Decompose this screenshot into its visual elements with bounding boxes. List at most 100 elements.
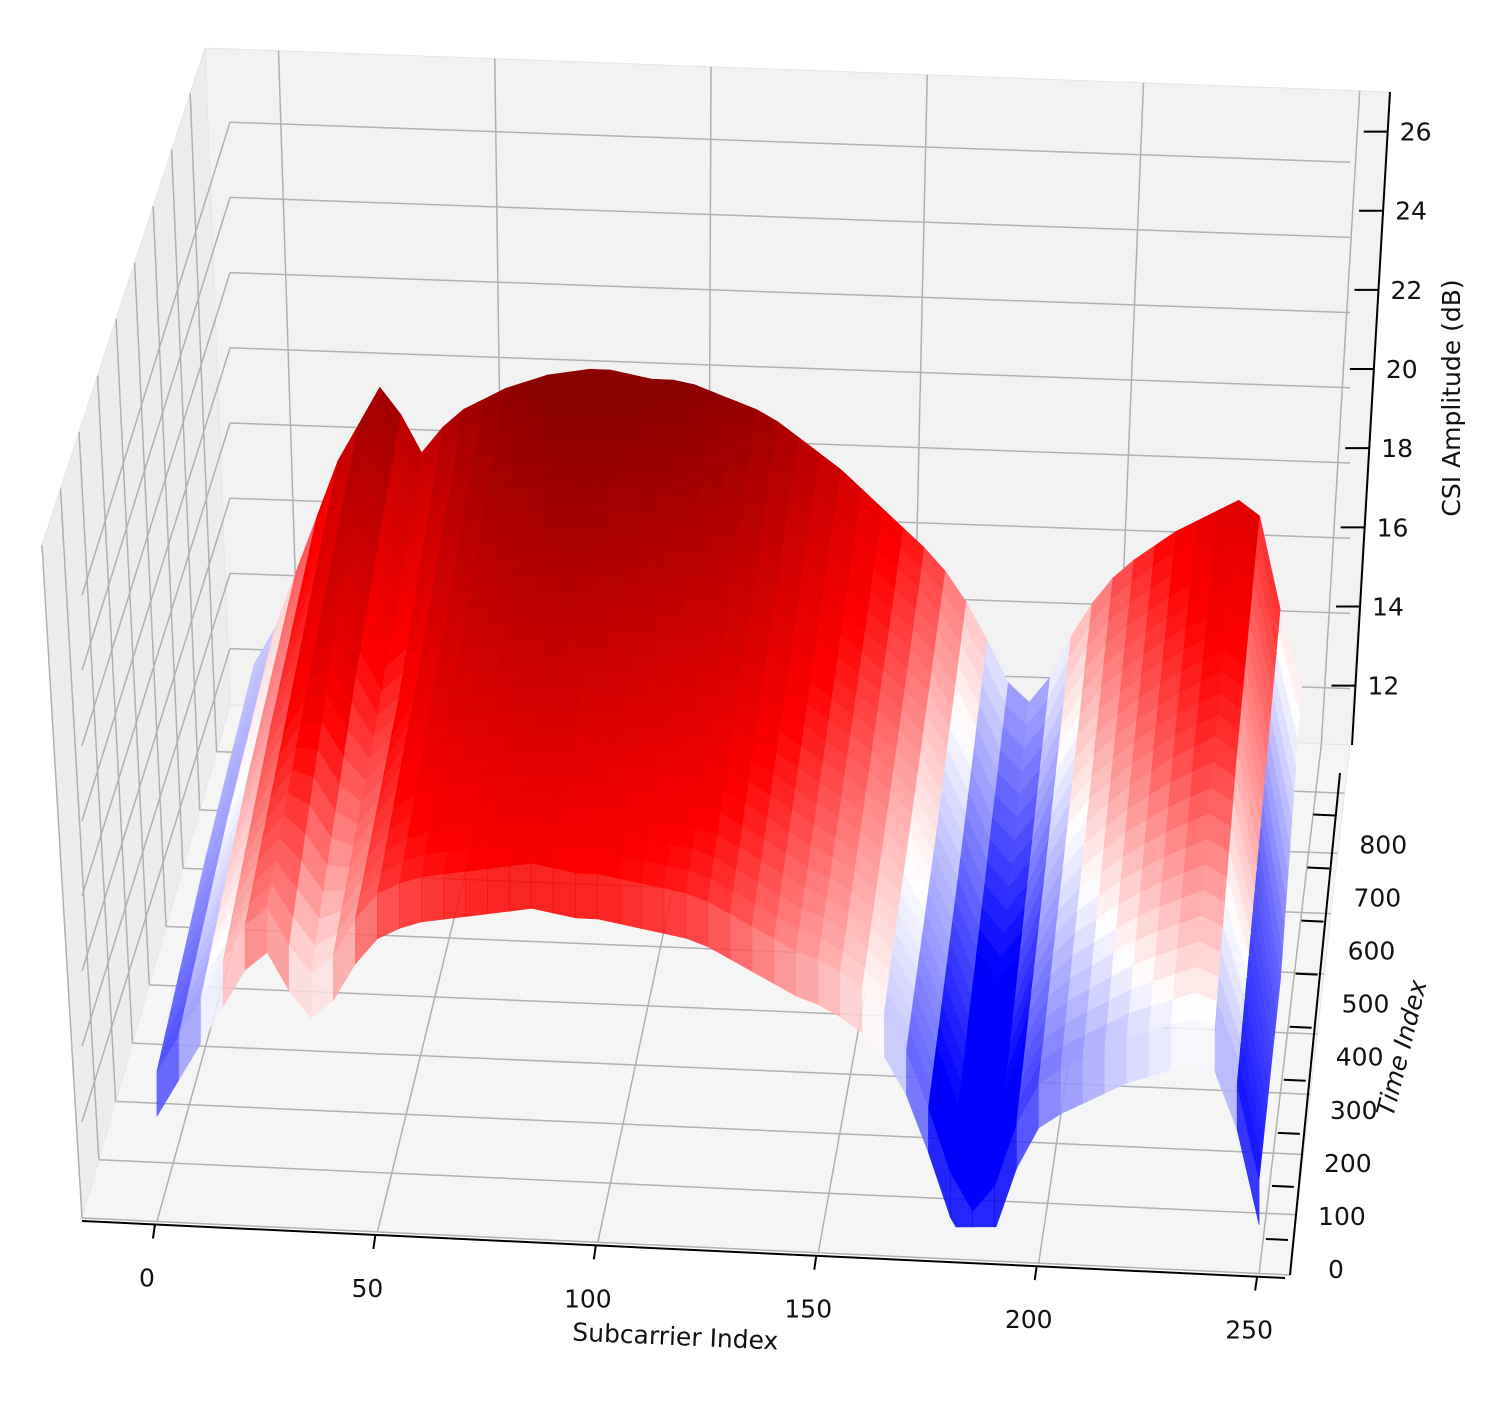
y-tick	[1283, 1078, 1306, 1082]
surface-facet	[487, 843, 514, 870]
side-gridline-y	[170, 149, 201, 810]
surface-front-edge	[509, 862, 533, 912]
floor-gridline-y	[98, 1158, 1297, 1216]
side-gridline-z	[81, 648, 231, 1122]
axes: 0 50 100 150 200 250 0 100 200 300 400 500 600 700 800…	[81, 91, 1432, 1345]
surface-facet	[624, 537, 650, 565]
surface-front-edge	[575, 872, 599, 920]
y-tick-label: 400	[1336, 1043, 1384, 1072]
surface-facet	[472, 800, 499, 827]
y-tick-label: 700	[1354, 884, 1402, 913]
surface-facet	[596, 716, 623, 743]
surface-front-edge	[1236, 1084, 1260, 1225]
surface-facet	[480, 755, 507, 782]
surface-facet	[483, 732, 510, 759]
y-tick-label: 200	[1324, 1149, 1372, 1178]
surface-facet	[662, 425, 688, 454]
surface-facet	[610, 627, 636, 655]
surface-front-edge	[795, 950, 819, 1006]
surface-facet	[592, 738, 619, 765]
surface-facet	[617, 582, 643, 610]
z-axis-label: CSI Amplitude (dB)	[1437, 279, 1466, 516]
surface-facet	[552, 572, 579, 597]
z-tick-label: 14	[1372, 592, 1404, 621]
x-tick-label: 0	[139, 1264, 155, 1293]
z-tick-label: 24	[1395, 197, 1427, 226]
z-tick-label: 20	[1386, 355, 1418, 384]
surface-front-edge	[399, 876, 422, 929]
side-gridline-y	[133, 262, 167, 927]
surface-facet	[450, 803, 478, 830]
y-tick-label: 800	[1359, 830, 1407, 859]
y-tick-label: 0	[1328, 1255, 1344, 1284]
surface-front-edge	[685, 892, 709, 948]
surface-front-edge	[553, 867, 577, 919]
floor-gridline-x	[1258, 743, 1323, 1274]
surface-front-edge	[1170, 1018, 1194, 1071]
surface-facet	[454, 780, 481, 807]
surface-facet	[509, 574, 536, 602]
back-gridline-z	[229, 271, 1351, 314]
floor-gridline-y	[115, 1100, 1304, 1156]
surface-facet	[578, 827, 606, 853]
surface-facet	[644, 401, 671, 427]
surface-facet	[574, 436, 600, 461]
y-tick	[1307, 866, 1330, 870]
surface-front-edge	[950, 1171, 973, 1232]
surface-plot	[156, 368, 1302, 1232]
surface-facet	[494, 665, 521, 692]
surface-facet	[620, 559, 647, 588]
surface-facet	[578, 413, 604, 439]
y-axis-line	[1289, 772, 1341, 1276]
x-tick	[592, 1245, 597, 1260]
z-tick-label: 26	[1400, 118, 1432, 147]
side-gridline-y	[41, 544, 83, 1219]
y-tick-label: 500	[1342, 990, 1390, 1019]
surface-facet	[531, 707, 558, 731]
surface-facet	[512, 818, 540, 844]
surface-front-edge	[597, 873, 621, 925]
y-tick-label: 300	[1330, 1096, 1378, 1125]
surface-facet	[585, 368, 611, 393]
surface-front-edge	[1126, 1031, 1150, 1084]
surface-facet	[443, 848, 470, 875]
surface-facet	[641, 424, 667, 450]
surface-facet	[589, 761, 616, 787]
x-tick-label: 150	[784, 1295, 832, 1324]
surface-facet	[468, 823, 496, 850]
side-gridline-z	[81, 497, 231, 972]
back-gridline-z	[229, 196, 1351, 239]
floor-gridline-y	[81, 1217, 1291, 1276]
surface-facet	[509, 840, 536, 867]
surface-facet	[446, 825, 474, 852]
surface-facet	[512, 684, 539, 712]
surface-facet	[599, 694, 626, 721]
z-axis-line	[1351, 91, 1391, 746]
surface-facet	[570, 459, 597, 484]
surface-facet	[582, 805, 609, 831]
surface-facet	[462, 735, 489, 762]
side-gridline-z	[81, 197, 231, 671]
surface-facet	[534, 549, 561, 576]
x-tick	[1033, 1266, 1038, 1281]
surface-facet	[641, 563, 668, 592]
surface-facet	[516, 796, 543, 822]
surface-facet	[659, 448, 685, 477]
x-tick-label: 100	[564, 1284, 612, 1313]
y-tick	[1313, 813, 1336, 817]
surface-front-edge	[1192, 1018, 1216, 1073]
x-tick-label: 250	[1225, 1316, 1273, 1345]
y-tick	[1289, 1025, 1312, 1029]
surface-facet	[581, 391, 608, 416]
side-gridline-z	[81, 422, 231, 897]
surface-facet	[585, 783, 612, 809]
surface-front-edge	[443, 871, 466, 920]
surface-facet	[630, 491, 657, 519]
surface-facet	[531, 572, 558, 599]
surface-facet	[648, 378, 674, 404]
surface-facet	[669, 379, 695, 408]
surface-front-edge	[531, 862, 555, 914]
surface-facet	[563, 504, 590, 529]
surface-facet	[527, 729, 554, 754]
